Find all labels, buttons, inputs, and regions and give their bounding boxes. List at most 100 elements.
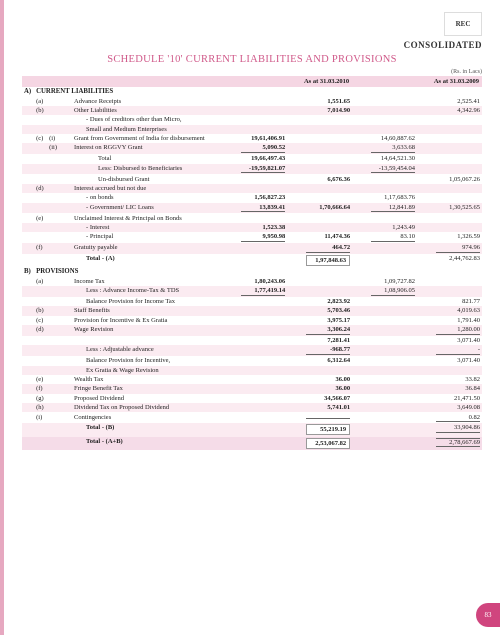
cell: (ii)	[47, 143, 60, 154]
cell	[287, 184, 352, 193]
cell	[22, 243, 34, 254]
table-row: (d)Interest accrued but not due	[22, 184, 482, 193]
cell	[287, 213, 352, 222]
cell	[417, 134, 482, 143]
cell	[352, 384, 417, 393]
cell	[287, 286, 352, 297]
cell: (b)	[34, 106, 47, 115]
cell	[47, 164, 60, 175]
cell	[417, 184, 482, 193]
cell: 5,090.52	[222, 143, 287, 154]
cell	[34, 174, 47, 183]
cell	[47, 394, 60, 403]
cell: 2,78,667.69	[417, 437, 482, 450]
cell: (h)	[34, 403, 47, 412]
table-row: (d)Wage Revision3,306.241,280.00	[22, 325, 482, 336]
cell: Dividend Tax on Proposed Dividend	[60, 403, 222, 412]
cell: 0.82	[417, 412, 482, 423]
cell	[222, 412, 287, 423]
cell: 6,312.64	[287, 356, 352, 365]
cell	[417, 115, 482, 124]
cell	[60, 336, 222, 345]
cell	[287, 125, 352, 134]
cell	[22, 437, 34, 450]
cell	[34, 437, 47, 450]
cell	[352, 412, 417, 423]
cell: Balance Provision for Incentive,	[60, 356, 222, 365]
cell	[222, 297, 287, 306]
unit-label: (Rs. in Lacs)	[22, 69, 482, 75]
financial-table: As at 31.03.2010 As at 31.03.2009 A)CURR…	[22, 76, 482, 450]
cell	[47, 423, 60, 436]
cell: 1,551.65	[287, 96, 352, 105]
cell: 3,649.08	[417, 403, 482, 412]
cell: 7,014.90	[287, 106, 352, 115]
cell: 34,566.07	[287, 394, 352, 403]
cell	[34, 336, 47, 345]
cell: Unclaimed Interest & Principal on Bonds	[60, 213, 222, 222]
cell: (g)	[34, 394, 47, 403]
cell: 5,703.46	[287, 306, 352, 315]
logo-area: REC	[22, 12, 482, 36]
section-header: B)PROVISIONS	[22, 267, 482, 276]
cell	[22, 286, 34, 297]
cell	[34, 423, 47, 436]
table-row: 7,281.413,071.40	[22, 336, 482, 345]
cell: 3,306.24	[287, 325, 352, 336]
cell	[222, 184, 287, 193]
cell	[417, 143, 482, 154]
cell: Small and Medium Enterprises	[60, 125, 222, 134]
cell: 9,950.98	[222, 232, 287, 243]
table-row: - Government/ LIC Loans13,839.411,70,666…	[22, 203, 482, 214]
cell: Total	[60, 154, 222, 163]
cell: 4,019.63	[417, 306, 482, 315]
cell	[287, 115, 352, 124]
cell	[222, 394, 287, 403]
cell	[222, 375, 287, 384]
cell	[352, 403, 417, 412]
cell: -13,59,454.04	[352, 164, 417, 175]
cell: 1,97,848.63	[287, 254, 352, 267]
table-row: - Interest1,523.381,243.49	[22, 223, 482, 232]
cell	[222, 254, 287, 267]
cell	[352, 325, 417, 336]
table-row: Balance Provision for Incentive, 6,312.64…	[22, 356, 482, 365]
cell: Provision for Incentive & Ex Gratia	[60, 316, 222, 325]
cell	[22, 325, 34, 336]
cell	[47, 286, 60, 297]
cell	[352, 366, 417, 375]
cell: 19,61,406.91	[222, 134, 287, 143]
cell	[47, 366, 60, 375]
cell	[47, 96, 60, 105]
cell: 821.77	[417, 297, 482, 306]
cell	[22, 403, 34, 412]
cell	[47, 243, 60, 254]
cell	[22, 184, 34, 193]
cell	[222, 125, 287, 134]
cell: Total - (A+B)	[60, 437, 222, 450]
cell	[417, 125, 482, 134]
cell	[34, 254, 47, 267]
cell	[34, 193, 47, 202]
table-row: (a)Advance Receipts1,551.652,525.41	[22, 96, 482, 105]
table-row: (b)Other Liabilities7,014.904,342.96	[22, 106, 482, 115]
table-row: (f)Fringe Benefit Tax36.0036.84	[22, 384, 482, 393]
cell	[47, 336, 60, 345]
cell: 1,523.38	[222, 223, 287, 232]
table-row: (c)Provision for Incentive & Ex Gratia3,…	[22, 316, 482, 325]
cell: Total - (A)	[60, 254, 222, 267]
cell	[47, 356, 60, 365]
cell	[352, 316, 417, 325]
cell: 3,071.40	[417, 336, 482, 345]
cell: 12,841.89	[352, 203, 417, 214]
cell	[222, 115, 287, 124]
cell: Grant from Government of India for disbu…	[60, 134, 222, 143]
table-row: Small and Medium Enterprises	[22, 125, 482, 134]
cell: 55,219.19	[287, 423, 352, 436]
cell: 464.72	[287, 243, 352, 254]
cell	[222, 366, 287, 375]
cell	[417, 277, 482, 286]
cell: 1,08,906.05	[352, 286, 417, 297]
cell	[22, 345, 34, 356]
cell	[287, 193, 352, 202]
